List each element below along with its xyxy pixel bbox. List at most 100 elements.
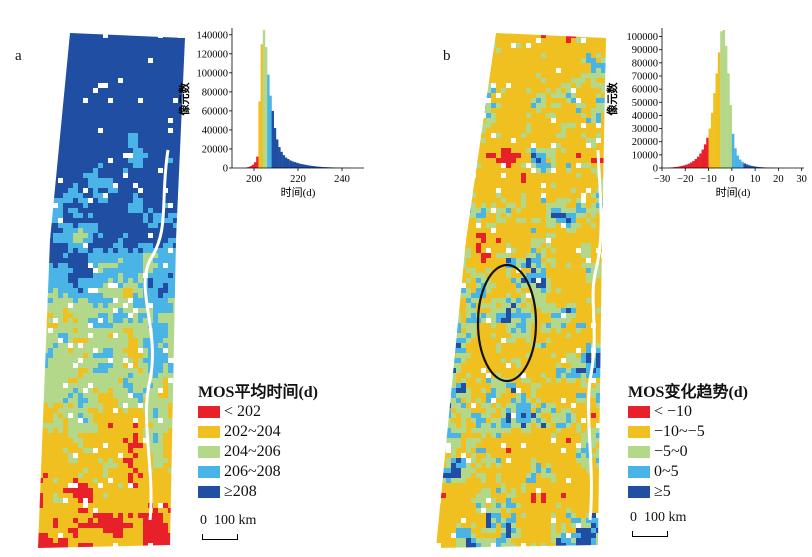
histogram-bar	[755, 166, 758, 168]
histogram-bar	[738, 159, 742, 168]
histogram-bar	[265, 47, 268, 168]
histogram-bar	[284, 157, 288, 168]
histogram-bar	[720, 31, 723, 168]
histogram-bar	[298, 163, 301, 168]
y-tick-label: 70000	[632, 72, 658, 83]
histogram-bar	[680, 165, 684, 168]
histogram-bar	[703, 144, 707, 168]
legend-a: MOS平均时间(d) < 202 202~204 204~206 206~208 ≥20…	[198, 378, 318, 502]
histogram-bar	[306, 165, 310, 168]
y-tick-label: 50000	[632, 98, 658, 109]
legend-swatch	[628, 466, 650, 478]
mos-change-trend-map	[436, 33, 606, 548]
y-tick-label: 90000	[632, 45, 658, 56]
histogram-bar	[685, 164, 688, 168]
legend-label: 206~208	[224, 463, 281, 480]
histogram-bar	[282, 155, 285, 168]
histogram-bar	[687, 163, 691, 168]
histogram-bar	[694, 159, 698, 168]
y-tick-label: 40000	[202, 125, 228, 136]
histogram-bar	[289, 160, 292, 168]
x-tick-label: 240	[334, 174, 350, 185]
histogram-bar	[750, 165, 753, 168]
histogram-bar	[251, 164, 255, 168]
histogram-bar	[731, 133, 735, 168]
x-tick-label: −10	[700, 174, 716, 185]
histogram-bar	[675, 166, 679, 168]
y-tick-label: 30000	[632, 124, 658, 135]
legend-swatch	[628, 486, 650, 498]
histogram-bar	[315, 166, 318, 168]
legend-swatch	[198, 466, 220, 478]
legend-swatch	[198, 446, 220, 458]
histogram-bar	[304, 164, 307, 168]
highlight-ellipse	[476, 263, 538, 383]
histogram-bar	[293, 162, 296, 168]
legend-items: < 202 202~204 204~206 206~208 ≥208	[198, 402, 318, 502]
histogram-bar	[692, 161, 695, 168]
legend-label: −10~−5	[654, 423, 705, 440]
y-tick-label: 60000	[202, 106, 228, 117]
panel-b: b 0 10000 20000 30000 40000 50000 60000 70000 80…	[406, 0, 812, 557]
x-tick-label: 20	[773, 174, 784, 185]
legend-swatch	[198, 406, 220, 418]
histogram-bar	[699, 153, 702, 168]
histogram-bar	[678, 166, 681, 168]
legend-swatch	[628, 446, 650, 458]
legend-label: < −10	[654, 403, 693, 420]
scale-bar-a: 0 100 km	[200, 513, 280, 543]
histogram-bar	[710, 112, 714, 168]
y-tick-label: 80000	[632, 58, 658, 69]
legend-label: ≥5	[654, 483, 671, 500]
histogram-bar	[757, 166, 760, 168]
y-tick-label: 140000	[197, 30, 229, 41]
histogram-bar	[696, 156, 700, 168]
histogram-bar	[278, 147, 281, 168]
histogram-bar	[752, 166, 756, 168]
legend-item: 206~208	[198, 462, 318, 482]
legend-label: −5~0	[654, 443, 688, 460]
histogram-bar	[269, 95, 272, 168]
y-tick-label: 20000	[632, 137, 658, 148]
legend-swatch	[198, 426, 220, 438]
histogram-bar	[276, 139, 279, 168]
y-tick-label: 120000	[197, 49, 229, 60]
legend-label: 202~204	[224, 423, 281, 440]
legend-item: < 202	[198, 402, 318, 422]
histogram-bar	[717, 52, 721, 168]
histogram-bar	[727, 73, 730, 168]
histogram-bar	[317, 166, 321, 168]
histogram-a: 0 20000 40000 60000 80000 100000 120000 140000 2…	[177, 28, 364, 199]
histogram-bar	[262, 30, 266, 168]
histogram-bar	[715, 73, 719, 168]
scale-bar-line	[632, 531, 668, 537]
y-tick-label: 100000	[627, 32, 659, 43]
y-tick-label: 0	[653, 164, 658, 175]
histogram-bar	[287, 158, 290, 168]
y-tick-label: 80000	[202, 87, 228, 98]
scale-bar-zero: 0	[200, 513, 207, 528]
legend-title: MOS变化趋势(d)	[628, 384, 749, 401]
histogram-bar	[748, 165, 751, 168]
y-tick-label: 100000	[197, 68, 229, 79]
histogram-bar	[313, 166, 316, 168]
legend-label: < 202	[224, 403, 262, 420]
histogram-bar	[734, 148, 737, 168]
histogram-bar	[706, 137, 709, 168]
histogram-bar	[322, 167, 325, 168]
histogram-bar	[722, 30, 726, 168]
legend-item: −10~−5	[628, 422, 748, 442]
y-axis-label: 像元数	[177, 82, 191, 116]
scale-bar-distance: 100 km	[644, 510, 687, 525]
histogram-bar	[745, 164, 749, 168]
histogram-bar	[300, 164, 303, 168]
histogram-bar	[267, 74, 270, 168]
legend-item: 0~5	[628, 462, 748, 482]
histogram-bar	[736, 155, 740, 168]
histogram-bar	[759, 167, 763, 168]
y-tick-label: 20000	[202, 144, 228, 155]
histogram-bar	[258, 101, 261, 168]
histogram-bar	[271, 110, 274, 168]
legend-swatch	[198, 486, 220, 498]
x-tick-label: 220	[290, 174, 306, 185]
